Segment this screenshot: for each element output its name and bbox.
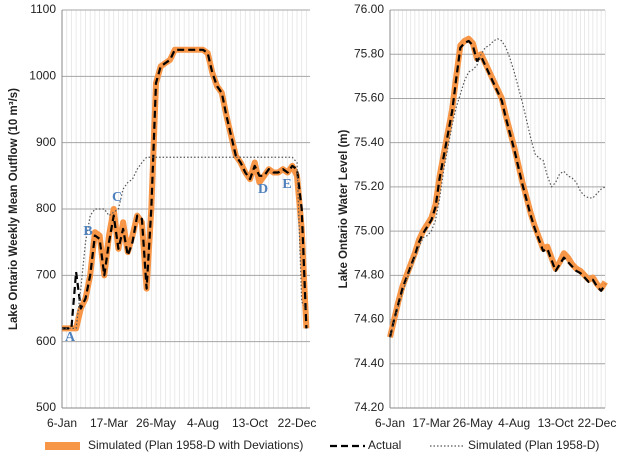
x-tick-label: 22-Dec xyxy=(578,416,617,430)
series-line xyxy=(62,156,307,329)
x-tick-label: 17-Mar xyxy=(90,416,128,430)
x-tick-label: 4-Aug xyxy=(498,416,530,430)
y-tick-label: 76.00 xyxy=(354,2,384,16)
y-tick-label: 600 xyxy=(36,334,56,348)
legend-label: Simulated (Plan 1958-D) xyxy=(468,438,599,452)
y-axis-label: Lake Ontario Water Level (m) xyxy=(338,129,350,288)
annotation: B xyxy=(83,224,92,239)
y-axis-label: Lake Ontario Weekly Mean Outflow (10 m³/… xyxy=(8,88,20,330)
y-tick-label: 75.60 xyxy=(354,91,384,105)
series-line xyxy=(388,39,607,338)
annotation: D xyxy=(258,182,268,197)
x-tick-label: 22-Dec xyxy=(278,416,317,430)
y-tick-label: 75.20 xyxy=(354,179,384,193)
y-tick-label: 75.40 xyxy=(354,135,384,149)
y-tick-label: 1000 xyxy=(29,69,56,83)
legend-label: Simulated (Plan 1958-D with Deviations) xyxy=(88,438,303,452)
y-tick-label: 74.80 xyxy=(354,268,384,282)
y-tick-label: 700 xyxy=(36,268,56,282)
x-tick-label: 6-Jan xyxy=(375,416,405,430)
y-tick-label: 1100 xyxy=(30,2,56,16)
y-tick-label: 75.00 xyxy=(354,223,384,237)
legend-label: Actual xyxy=(368,438,401,452)
annotation: C xyxy=(112,190,122,205)
x-tick-label: 6-Jan xyxy=(47,416,77,430)
annotation: E xyxy=(282,177,291,192)
y-tick-label: 74.60 xyxy=(354,312,384,326)
x-tick-label: 26-May xyxy=(453,416,493,430)
y-tick-label: 800 xyxy=(36,201,56,215)
x-tick-label: 4-Aug xyxy=(187,416,219,430)
x-tick-label: 13-Oct xyxy=(538,416,575,430)
x-tick-label: 13-Oct xyxy=(232,416,269,430)
y-tick-label: 500 xyxy=(36,400,56,414)
y-tick-label: 75.80 xyxy=(354,46,384,60)
y-tick-label: 74.20 xyxy=(354,400,384,414)
x-tick-label: 26-May xyxy=(136,416,176,430)
annotation: A xyxy=(65,330,76,345)
series-line xyxy=(389,38,606,338)
y-tick-label: 74.40 xyxy=(354,356,384,370)
x-tick-label: 17-Mar xyxy=(412,416,450,430)
y-tick-label: 900 xyxy=(36,135,56,149)
series-line xyxy=(62,48,308,330)
